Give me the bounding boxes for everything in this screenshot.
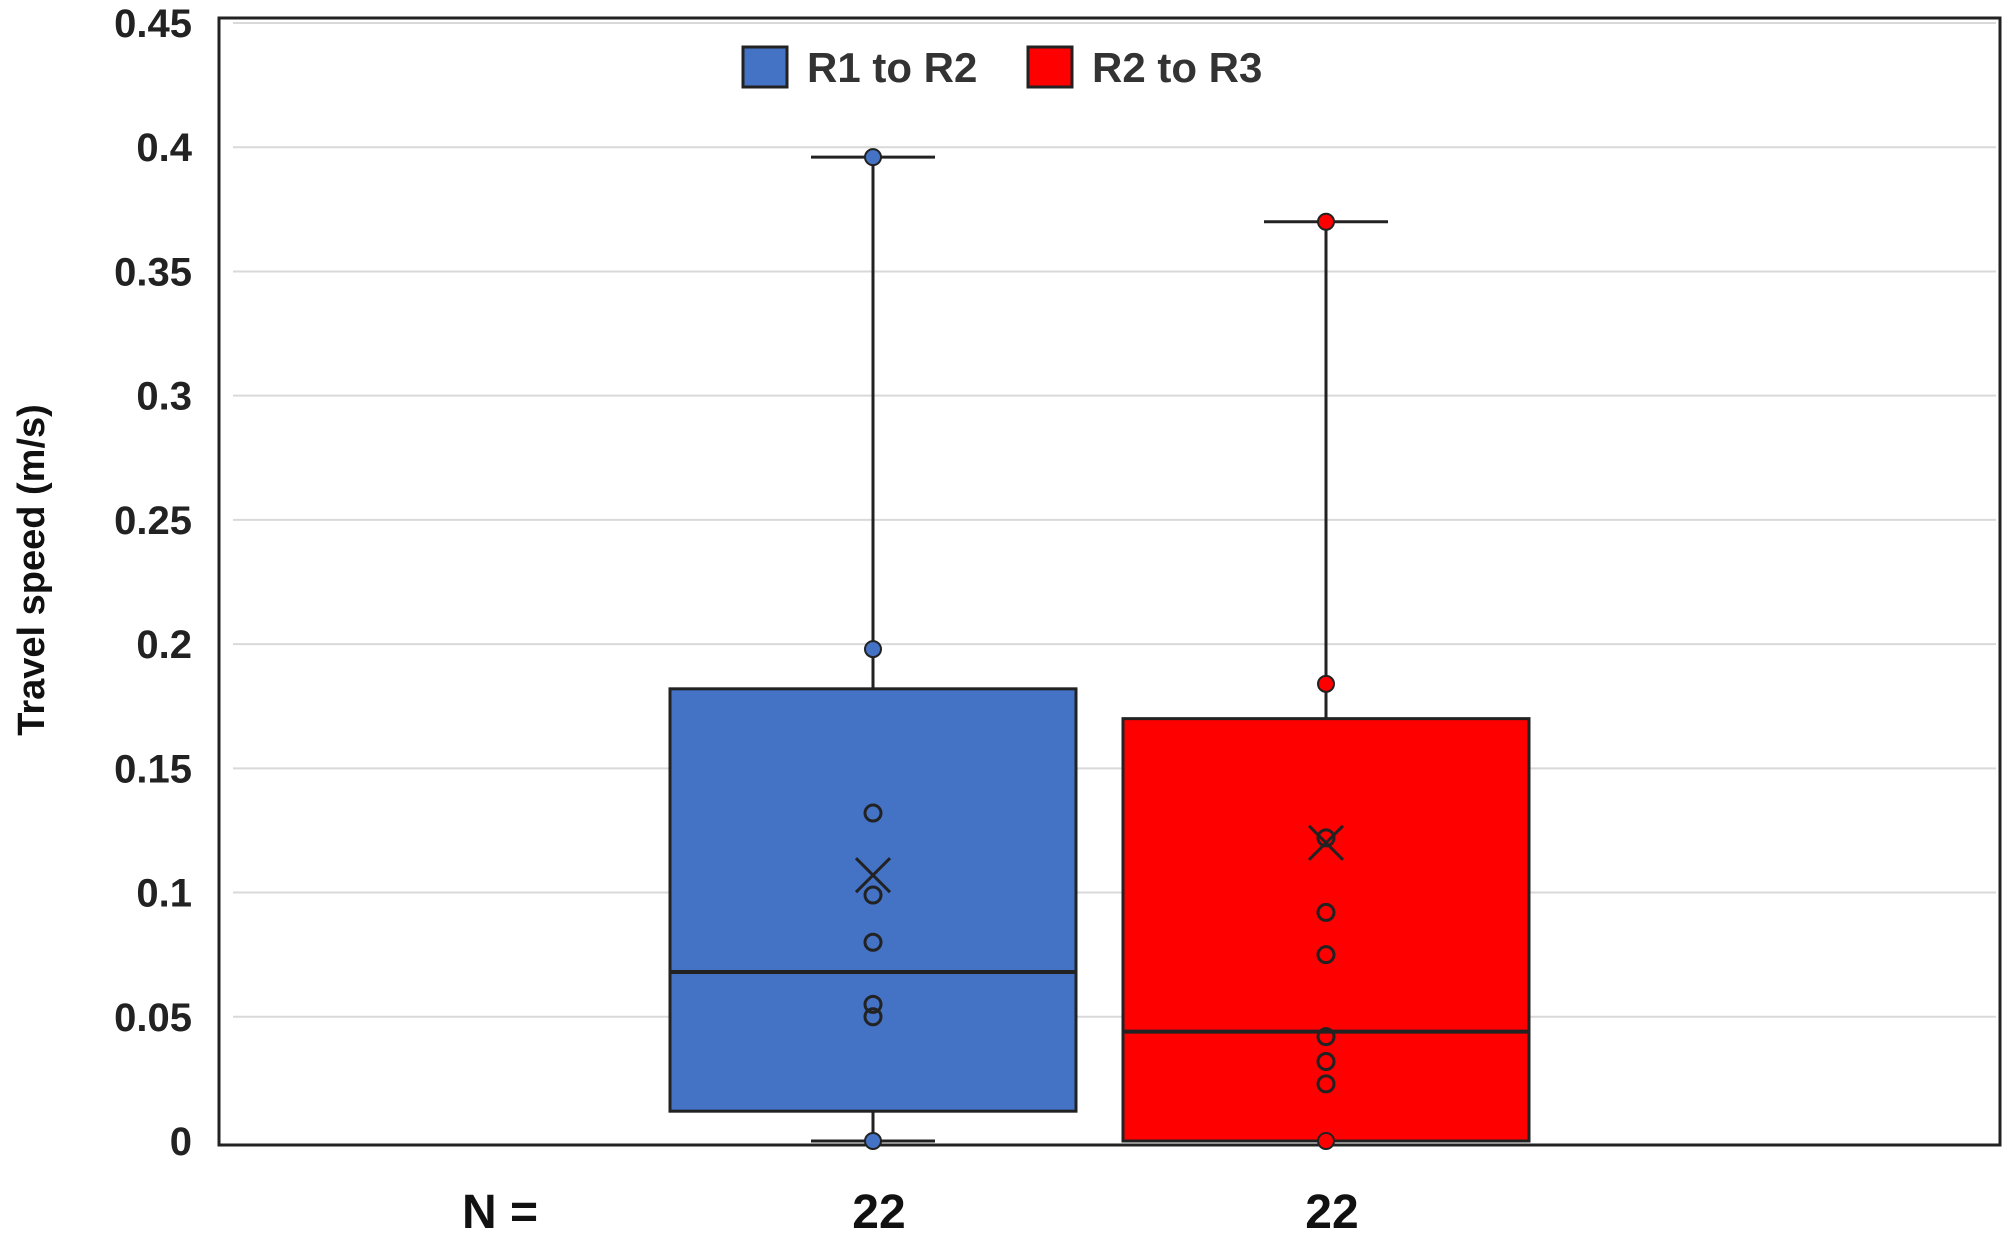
inner-point (863, 803, 883, 823)
y-tick-label: 0 (170, 1120, 192, 1164)
inner-point (863, 932, 883, 952)
mean-marker (854, 857, 892, 894)
inner-point (1316, 1027, 1336, 1047)
inner-point (1316, 828, 1336, 848)
y-tick-labels: 0 0.05 0.1 0.15 0.2 0.25 0.3 0.35 0.4 0.45 (114, 2, 193, 1164)
y-tick-label: 0.35 (114, 250, 192, 294)
n-counts: 22 22 (852, 1186, 1358, 1234)
box-series (668, 148, 1531, 1150)
mean-marker (1307, 824, 1345, 861)
n-label: N = (462, 1186, 538, 1234)
legend: R1 to R2 R2 to R3 (741, 44, 1262, 91)
y-tick-label: 0.05 (114, 996, 192, 1040)
n-count: 22 (1305, 1186, 1358, 1234)
inner-point (863, 1007, 883, 1027)
legend-label: R2 to R3 (1092, 44, 1262, 91)
n-count: 22 (852, 1186, 905, 1234)
y-tick-label: 0.15 (114, 747, 192, 791)
data-marker (1317, 674, 1335, 693)
legend-swatch (741, 45, 789, 89)
box-group (668, 148, 1078, 1150)
y-tick-label: 0.25 (114, 499, 192, 543)
y-tick-label: 0.3 (136, 375, 192, 419)
box-group (1121, 212, 1531, 1150)
data-marker (864, 1132, 882, 1150)
y-axis-label: Travel speed (m/s) (11, 404, 53, 736)
y-tick-label: 0.4 (136, 126, 192, 170)
data-marker (864, 148, 882, 167)
data-marker (1317, 212, 1335, 231)
legend-swatch (1026, 45, 1074, 89)
plot-area (217, 16, 2002, 1147)
inner-point (1316, 902, 1336, 922)
inner-point (1316, 1051, 1336, 1071)
legend-label: R1 to R2 (807, 44, 977, 91)
y-tick-label: 0.1 (136, 872, 192, 916)
data-marker (864, 640, 882, 659)
data-marker (1317, 1132, 1335, 1150)
box (1121, 717, 1531, 1143)
inner-point (863, 994, 883, 1014)
inner-point (1316, 945, 1336, 965)
box (668, 687, 1078, 1113)
inner-point (1316, 1074, 1336, 1094)
inner-point (863, 885, 883, 905)
y-tick-label: 0.45 (114, 2, 192, 46)
y-tick-label: 0.2 (136, 623, 192, 667)
gridlines (233, 22, 1996, 1018)
